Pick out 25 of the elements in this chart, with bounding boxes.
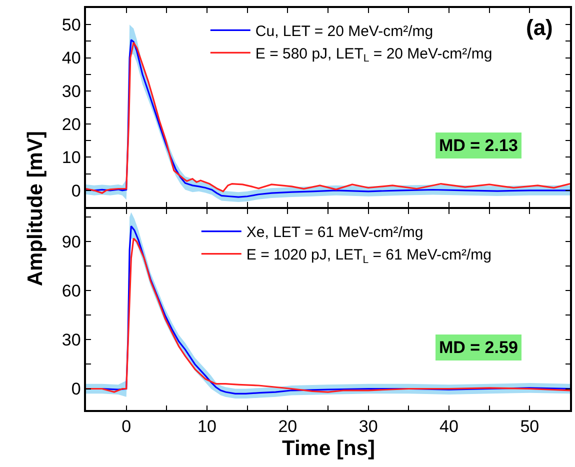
y-tick-label: 90 [62,232,81,252]
y-tick-label: 0 [71,181,81,200]
x-tick-label: 0 [122,417,132,436]
y-tick-label: 30 [62,82,81,101]
x-tick-label: 30 [358,417,378,436]
annotation: MD = 2.13 [439,136,518,155]
y-tick-label: 30 [62,330,81,350]
legend-label: E = 1020 pJ, LET$_{L}$ = 61 MeV-cm²/mg [246,246,492,266]
y-tick-label: 10 [62,148,81,168]
annotation: MD = 2.59 [439,338,518,357]
x-axis-title: Time [ns] [282,437,375,460]
x-tick-label: 40 [440,417,458,436]
legend-label: E = 580 pJ, LET$_{L}$ = 20 MeV-cm²/mg [255,46,492,65]
y-axis-title: Amplitude [mV] [24,131,48,286]
y-tick-label: 20 [62,115,81,134]
legend-label: Xe, LET = 61 MeV-cm²/mg [246,224,424,242]
y-tick-label: 60 [62,282,81,301]
x-tick-label: 20 [278,417,298,436]
y-tick-label: 40 [62,48,81,68]
x-tick-label: 10 [198,417,216,436]
legend-label: Cu, LET = 20 MeV-cm²/mg [255,23,434,40]
y-tick-label: 0 [71,380,81,399]
y-tick-label: 50 [62,16,81,35]
annotation: (a) [526,15,553,40]
x-tick-label: 50 [520,417,540,436]
